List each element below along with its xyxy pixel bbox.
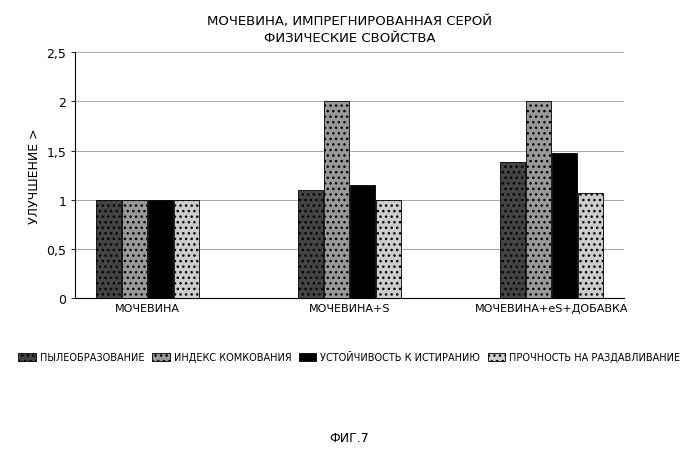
Bar — [174, 200, 199, 299]
Bar — [298, 190, 323, 299]
Bar — [578, 193, 603, 299]
Legend: ПЫЛЕОБРАЗОВАНИЕ, ИНДЕКС КОМКОВАНИЯ, УСТОЙЧИВОСТЬ К ИСТИРАНИЮ, ПРОЧНОСТЬ НА РАЗДА: ПЫЛЕОБРАЗОВАНИЕ, ИНДЕКС КОМКОВАНИЯ, УСТО… — [18, 352, 681, 363]
Bar — [324, 102, 349, 299]
Bar — [96, 200, 121, 299]
Y-axis label: УЛУЧШЕНИЕ >: УЛУЧШЕНИЕ > — [27, 128, 41, 224]
Title: МОЧЕВИНА, ИМПРЕГНИРОВАННАЯ СЕРОЙ
ФИЗИЧЕСКИЕ СВОЙСТВА: МОЧЕВИНА, ИМПРЕГНИРОВАННАЯ СЕРОЙ ФИЗИЧЕС… — [207, 15, 492, 45]
Bar — [500, 163, 525, 299]
Text: ФИГ.7: ФИГ.7 — [330, 431, 369, 444]
Bar — [148, 200, 173, 299]
Bar — [376, 200, 401, 299]
Bar — [552, 153, 577, 299]
Bar — [350, 186, 375, 299]
Bar — [526, 102, 551, 299]
Bar — [122, 200, 147, 299]
